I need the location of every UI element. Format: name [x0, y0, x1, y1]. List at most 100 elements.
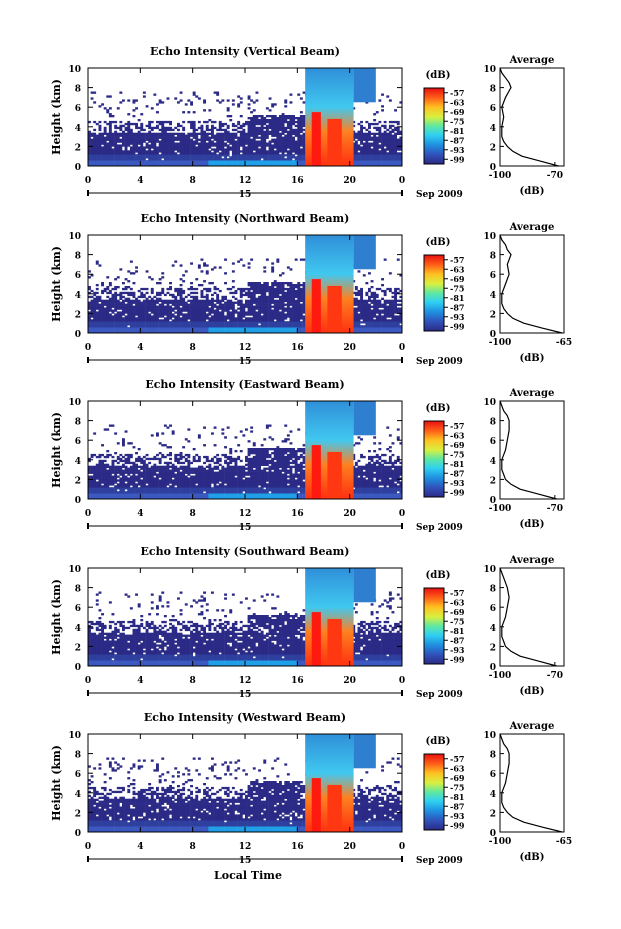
heatmap-cell	[263, 329, 267, 332]
heatmap-cell	[263, 266, 267, 269]
heatmap-cell	[211, 309, 214, 312]
heatmap-cell	[166, 325, 170, 328]
heatmap-cell	[258, 160, 261, 163]
date-label: Sep 2009	[416, 190, 463, 200]
heatmap-cell	[360, 329, 363, 332]
heatmap-cell	[386, 309, 390, 312]
heatmap-cell	[391, 323, 395, 326]
heatmap-cell	[247, 134, 251, 137]
heatmap-cell	[271, 327, 275, 330]
heatmap-cell	[200, 138, 204, 141]
heatmap-cell	[247, 158, 251, 161]
heatmap-cell	[187, 321, 191, 324]
heatmap-cell	[192, 307, 196, 310]
heatmap-cell	[197, 299, 201, 302]
heatmap-cell	[388, 138, 392, 141]
heatmap-cell	[171, 315, 175, 318]
heatmap-cell	[216, 146, 220, 149]
heatmap-cell	[368, 327, 371, 330]
heatmap-cell	[284, 321, 288, 324]
heatmap-cell	[93, 152, 97, 155]
heatmap-cell	[273, 301, 277, 304]
heatmap-cell	[299, 152, 303, 155]
heatmap-cell	[122, 329, 125, 332]
heatmap-cell	[90, 331, 94, 334]
heatmap-cell	[190, 162, 193, 165]
heatmap-cell	[299, 303, 303, 306]
heatmap-cell	[354, 132, 358, 135]
heatmap-cell	[166, 146, 170, 149]
heatmap-cell	[179, 99, 183, 102]
heatmap-cell	[386, 160, 390, 163]
heatmap-cell	[373, 293, 377, 297]
heatmap-cell	[286, 293, 290, 297]
heatmap-cell	[150, 331, 154, 334]
heatmap-cell	[231, 134, 235, 137]
heatmap-cell	[292, 156, 295, 159]
heatmap-cell	[399, 136, 403, 139]
heatmap-cell	[242, 287, 246, 291]
heatmap-cell	[153, 299, 157, 302]
heatmap-cell	[271, 311, 275, 314]
heatmap-cell	[281, 286, 285, 289]
heatmap-cell	[260, 154, 264, 157]
heatmap-cell	[299, 134, 303, 137]
heatmap-cell	[250, 287, 254, 291]
heatmap-cell	[357, 289, 361, 293]
heatmap-cell	[218, 301, 222, 304]
heatmap-cell	[250, 305, 254, 308]
heatmap-cell	[150, 315, 154, 318]
heatmap-cell	[90, 97, 94, 100]
heatmap-cell	[177, 138, 180, 141]
heatmap-cell	[357, 132, 361, 135]
heatmap-cell	[177, 289, 180, 293]
heatmap-cell	[127, 160, 131, 163]
heatmap-cell	[268, 140, 272, 143]
heatmap-cell	[90, 295, 94, 299]
heatmap-cell	[111, 297, 115, 300]
heatmap-cell	[88, 120, 91, 124]
heatmap-cell	[140, 293, 144, 297]
heatmap-cell	[354, 160, 358, 163]
heatmap-cell	[224, 150, 227, 153]
heatmap-cell	[205, 313, 209, 316]
heatmap-cell	[260, 329, 264, 332]
heatmap-cell	[148, 156, 152, 159]
heatmap-cell	[292, 144, 295, 147]
heatmap-cell	[365, 313, 369, 316]
heatmap-cell	[205, 156, 209, 159]
heatmap-cell	[124, 321, 128, 324]
heatmap-cell	[302, 323, 306, 326]
heatmap-cell	[399, 156, 403, 159]
heatmap-cell	[216, 99, 220, 102]
heatmap-cell	[294, 311, 298, 314]
heatmap-cell	[184, 317, 188, 320]
heatmap-cell	[156, 156, 159, 159]
heatmap-cell	[360, 297, 363, 300]
heatmap-cell	[263, 319, 267, 322]
heatmap-cell	[190, 164, 193, 167]
heatmap-cell	[231, 305, 235, 308]
heatmap-cell	[265, 258, 269, 261]
heatmap-cell	[195, 327, 199, 330]
heatmap-cell	[297, 323, 301, 326]
heatmap-cell	[373, 303, 377, 306]
heatmap-cell	[200, 317, 204, 320]
heatmap-cell	[360, 140, 363, 143]
heatmap-cell	[132, 311, 136, 314]
heatmap-cell	[399, 162, 403, 165]
heatmap-cell	[124, 331, 128, 334]
heatmap-cell	[103, 144, 107, 147]
heatmap-cell	[396, 144, 400, 147]
heatmap-cell	[388, 331, 392, 334]
heatmap-cell	[148, 323, 152, 326]
heatmap-cell	[286, 138, 290, 141]
heatmap-cell	[255, 286, 259, 289]
heatmap-cell	[247, 327, 251, 330]
heatmap-cell	[203, 130, 206, 133]
heatmap-cell	[195, 154, 199, 157]
heatmap-cell	[182, 146, 186, 149]
heatmap-cell	[289, 317, 293, 320]
heatmap-cell	[153, 93, 157, 96]
heatmap-cell	[292, 297, 295, 300]
